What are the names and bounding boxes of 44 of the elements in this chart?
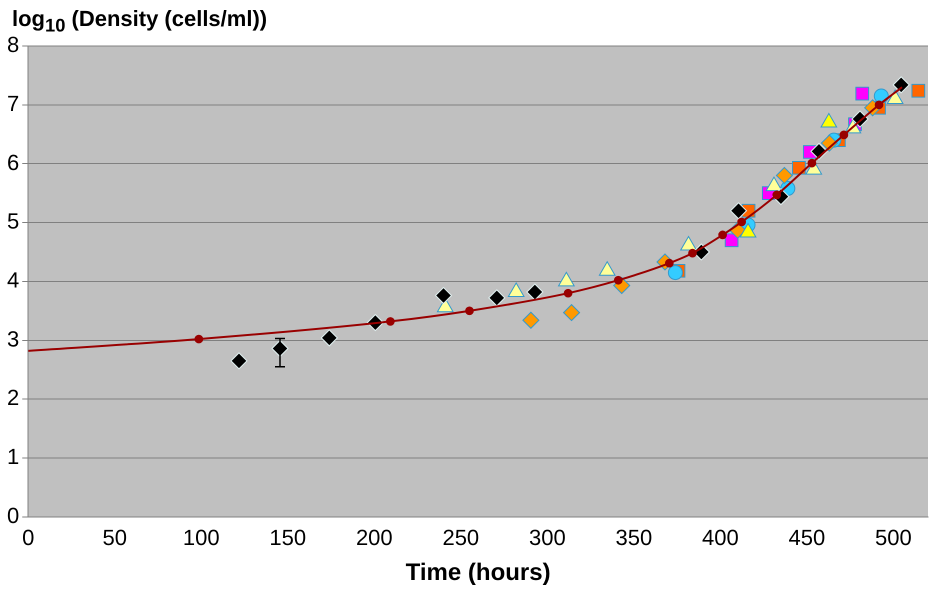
y-tick-label: 0: [6, 502, 20, 528]
x-tick-label: 400: [702, 525, 739, 550]
point: [230, 352, 248, 370]
point: [435, 287, 452, 304]
x-tick-label: 450: [788, 525, 826, 550]
y-tick-label: 5: [6, 208, 20, 234]
point: [840, 130, 848, 140]
point: [194, 334, 204, 344]
point: [564, 288, 572, 298]
x-tick-label: 300: [528, 525, 566, 550]
point: [737, 218, 746, 226]
point: [563, 304, 580, 322]
point: [522, 312, 540, 329]
point: [718, 230, 727, 240]
y-tick-label: 3: [6, 326, 20, 352]
y-tick-label: 4: [6, 267, 20, 292]
y-tick-label: 6: [6, 150, 20, 175]
point: [488, 289, 506, 306]
y-tick-label: 7: [6, 90, 20, 116]
point: [526, 283, 544, 300]
x-tick-label: 100: [182, 525, 220, 550]
x-tick-label: 200: [356, 525, 393, 550]
point: [792, 160, 806, 175]
y-tick-label: 2: [6, 385, 20, 410]
x-axis-title: Time (hours): [406, 559, 551, 586]
point: [320, 329, 338, 346]
point: [614, 276, 623, 285]
x-tick-label: 50: [102, 525, 127, 550]
x-tick-label: 150: [269, 525, 306, 550]
point: [730, 202, 748, 220]
y-tick-label: 1: [6, 444, 20, 470]
point: [808, 158, 816, 168]
point: [465, 306, 474, 316]
x-tick-label: 250: [442, 525, 480, 550]
point: [664, 258, 674, 268]
point: [855, 86, 870, 101]
point: [668, 265, 683, 280]
point: [688, 248, 697, 258]
point: [386, 317, 395, 326]
point: [776, 166, 793, 184]
point: [892, 76, 910, 94]
point: [911, 84, 926, 98]
x-tick-label: 350: [615, 525, 652, 550]
x-tick-label: 500: [875, 525, 912, 550]
